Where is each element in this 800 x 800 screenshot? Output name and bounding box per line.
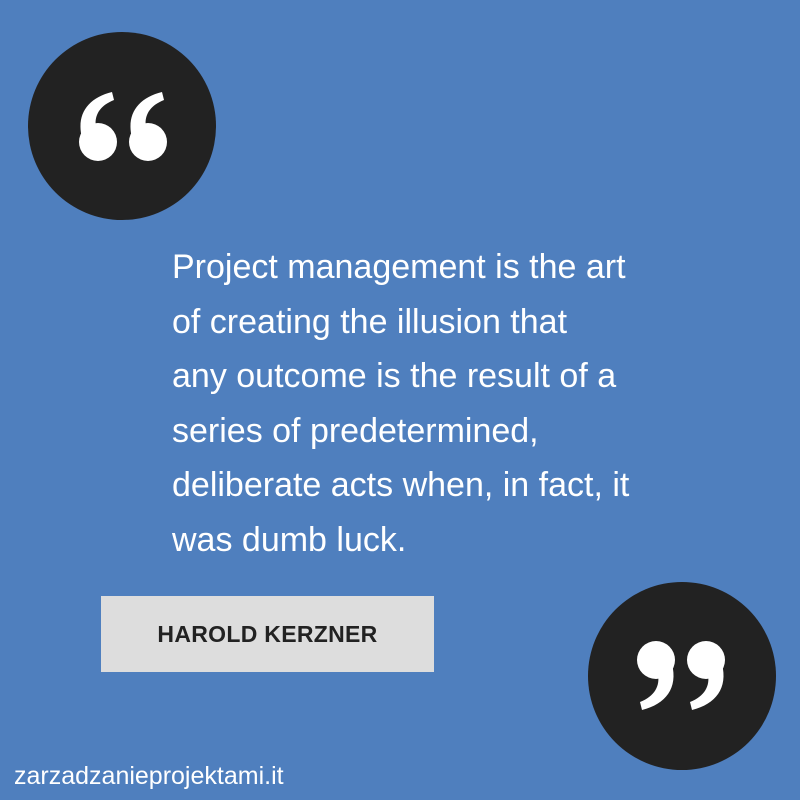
quote-line: of creating the illusion that [172, 302, 568, 341]
quote-line: deliberate acts when, in fact, it [172, 466, 630, 504]
close-quote-badge [588, 582, 776, 770]
open-quote-icon [79, 92, 167, 161]
quote-line: series of predetermined, [172, 411, 539, 450]
quote-line: any outcome is the result of a [172, 357, 617, 395]
quote-line: Project management is the art [172, 248, 626, 286]
open-quote-badge [28, 32, 216, 220]
quote-text: Project management is the art of creatin… [172, 240, 712, 567]
close-quote-icon [637, 641, 725, 710]
quote-line: was dumb luck. [172, 520, 407, 559]
author-box: HAROLD KERZNER [101, 596, 434, 672]
author-name: HAROLD KERZNER [157, 620, 378, 647]
website-url: zarzadzanieprojektami.it [14, 762, 284, 790]
